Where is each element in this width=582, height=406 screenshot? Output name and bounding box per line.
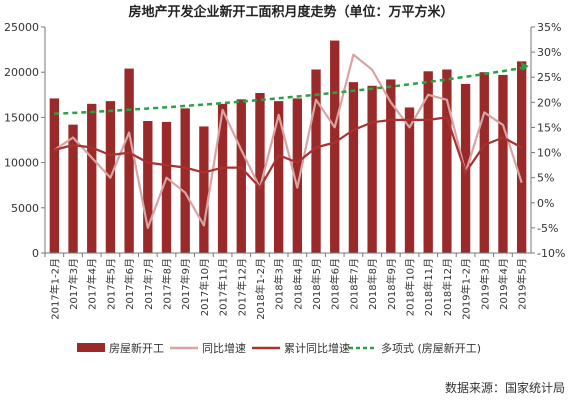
bar (236, 99, 246, 253)
bar (516, 61, 527, 253)
x-tick-label: 2017年3月 (67, 258, 80, 310)
x-tick-label: 2017年8月 (161, 258, 174, 310)
x-tick-label: 2018年5月 (310, 258, 323, 310)
x-tick-label: 2018年1-2月 (254, 258, 267, 320)
x-tick-label: 2018年12月 (441, 258, 454, 316)
y-right-tick-label: 10% (537, 147, 561, 160)
x-tick-label: 2018年7月 (347, 258, 360, 310)
legend-label: 房屋新开工 (109, 341, 164, 355)
y-left-tick-label: 5000 (11, 202, 39, 215)
bar (87, 103, 97, 253)
y-right-tick-label: 15% (537, 121, 561, 134)
x-tick-label: 2017年9月 (179, 258, 192, 310)
x-tick-label: 2018年10月 (404, 258, 417, 316)
bar (367, 85, 377, 253)
bar (143, 121, 153, 254)
bar (161, 121, 172, 253)
x-tick-label: 2017年11月 (217, 258, 230, 316)
x-tick-label: 2017年5月 (104, 258, 117, 310)
x-tick-label: 2017年4月 (86, 258, 99, 310)
y-left-tick-label: 15000 (4, 111, 39, 124)
bar (404, 107, 415, 254)
bar (217, 103, 228, 253)
x-tick-label: 2018年11月 (422, 258, 435, 316)
y-right-tick-label: 20% (537, 96, 561, 109)
bar (423, 71, 433, 254)
x-tick-label: 2017年12月 (235, 258, 248, 316)
axes-layer: 0 5000 10000 15000 20000 25000 -10% -5% 0% 5% 10% 1… (4, 21, 565, 320)
bar (68, 124, 78, 253)
bar (292, 98, 303, 253)
x-tick-label: 2017年10月 (198, 258, 211, 316)
y-right-tick-label: 30% (537, 46, 561, 59)
x-tick-label: 2017年1-2月 (48, 258, 61, 320)
y-right-tick-label: 0% (537, 197, 554, 210)
y-left-tick-label: 25000 (4, 21, 39, 34)
x-tick-label: 2018年3月 (273, 258, 286, 310)
bar (442, 69, 452, 253)
chart-title: 房地产开发企业新开工面积月度走势（单位：万平方米） (128, 4, 453, 20)
series-line (53, 53, 523, 229)
trendline (54, 66, 522, 116)
series-line (54, 116, 523, 189)
bar (498, 74, 508, 253)
x-tick-label: 2017年6月 (123, 258, 136, 310)
y-left-tick-label: 10000 (4, 157, 39, 170)
legend: 房屋新开工 同比增速 累计同比增速 多项式 (房屋新开工) (77, 341, 481, 355)
legend-label: 累计同比增速 (284, 341, 350, 355)
x-tick-label: 2018年4月 (291, 258, 304, 310)
x-tick-label: 2019年1-2月 (460, 258, 473, 320)
x-tick-label: 2018年9月 (385, 258, 398, 310)
x-tick-label: 2018年6月 (329, 258, 342, 310)
bar (199, 126, 209, 253)
bar (386, 79, 396, 253)
x-tick-label: 2018年8月 (366, 258, 379, 310)
bar (479, 72, 489, 253)
bars-layer (49, 40, 527, 254)
legend-label: 同比增速 (202, 341, 246, 355)
bar (348, 82, 359, 253)
x-tick-label: 2019年3月 (478, 258, 491, 310)
y-right-tick-label: 35% (537, 21, 561, 34)
y-left-tick-label: 0 (32, 247, 39, 260)
y-right-tick-label: -10% (537, 247, 565, 260)
bar (330, 40, 340, 254)
bar (180, 108, 190, 253)
bar (311, 69, 321, 253)
x-tick-label: 2019年4月 (497, 258, 510, 310)
y-right-tick-label: 25% (537, 71, 561, 84)
bar (255, 92, 265, 253)
legend-label: 多项式 (房屋新开工) (381, 341, 481, 355)
lines-layer (53, 53, 529, 229)
legend-swatch (77, 343, 105, 352)
bar (273, 101, 284, 254)
y-right-tick-label: 5% (537, 172, 554, 185)
y-left-tick-label: 20000 (4, 66, 39, 79)
x-tick-label: 2017年7月 (142, 258, 155, 310)
chart-source: 数据来源：国家统计局 (445, 380, 565, 395)
y-right-tick-label: -5% (537, 222, 558, 235)
x-tick-label: 2019年5月 (516, 258, 529, 310)
bar (124, 68, 134, 253)
trendline-arrowhead (520, 62, 529, 72)
bar (49, 98, 60, 253)
